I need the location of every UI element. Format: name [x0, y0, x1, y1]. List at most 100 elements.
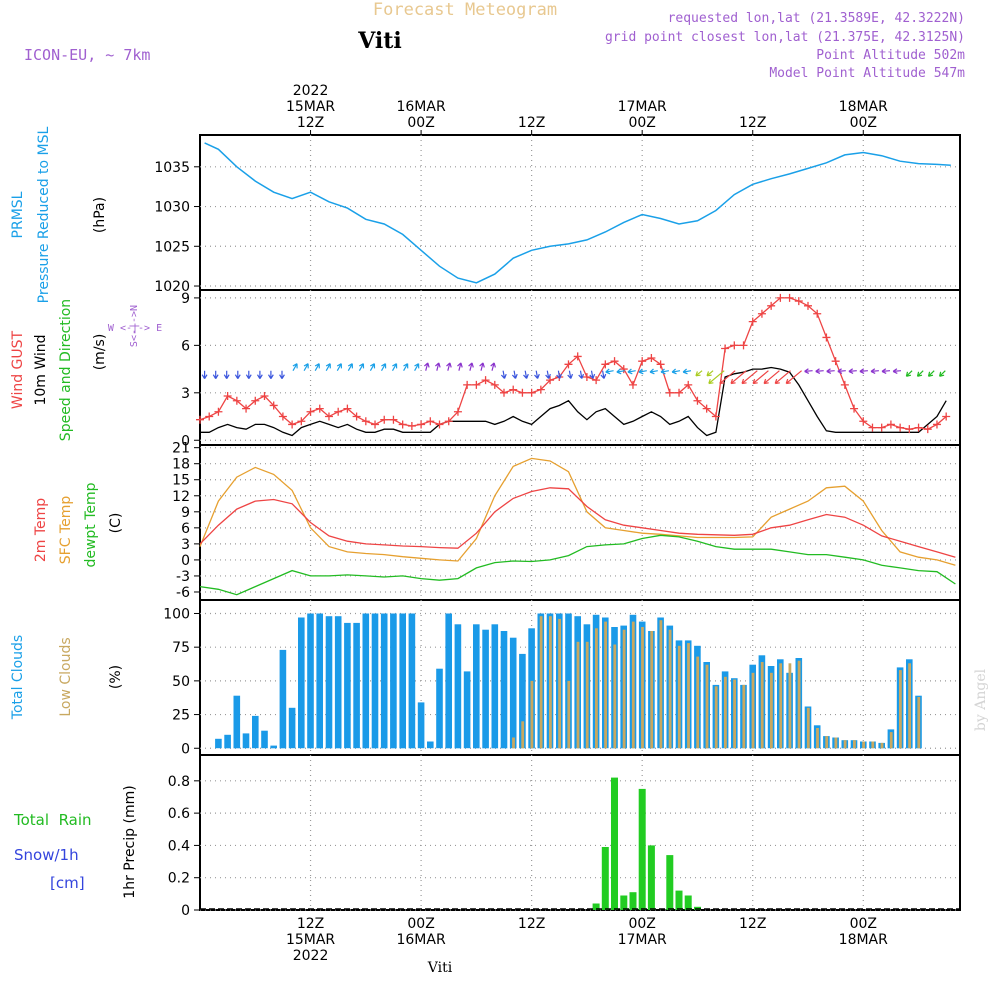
wind-arrow [589, 370, 596, 379]
low-cloud-bar [825, 736, 829, 749]
total-cloud-bar [436, 668, 443, 749]
gust-marker [481, 376, 490, 385]
rain-bar [620, 895, 628, 910]
point-altitude: Point Altitude 502m [816, 48, 965, 63]
y-tick-label: 0 [181, 433, 190, 449]
total-cloud-bar [279, 649, 287, 749]
cloud-labels: Total Clouds Low Clouds (%) [10, 635, 124, 720]
panel-frames [199, 134, 961, 911]
low-cloud-bar [595, 628, 598, 749]
gust-marker [813, 309, 822, 318]
wind-labels: Wind GUST 10m Wind Speed and Direction (… [10, 299, 162, 441]
gust-marker [886, 420, 895, 429]
rain-bar [638, 788, 646, 910]
rain-label: Total Rain [13, 811, 92, 829]
low-cloud-bar [576, 641, 580, 749]
wind-arrow [927, 370, 935, 377]
y-tick-label: 21 [172, 441, 190, 457]
gust-marker [297, 417, 306, 426]
rain-bar [684, 895, 692, 910]
y-tick-label: 3 [181, 386, 190, 402]
total-cloud-bar [288, 707, 296, 749]
low-cloud-bar [512, 737, 515, 749]
gust-marker [242, 404, 251, 413]
wind-arrow [325, 363, 331, 371]
wind-arrow [660, 368, 670, 375]
chart-title: Forecast Meteogram [373, 0, 557, 20]
low-cloud-bar [834, 737, 838, 749]
gust-marker [767, 301, 776, 310]
wind-arrow [826, 368, 835, 374]
wind-arrow [763, 370, 780, 385]
panel-frame [199, 444, 961, 601]
gust-marker [251, 396, 260, 405]
gust-marker [536, 385, 545, 394]
gust-marker [407, 422, 416, 431]
wind-arrow [423, 362, 430, 371]
gust-marker [453, 407, 462, 416]
gust-marker [546, 376, 555, 385]
gust-marker [923, 425, 932, 434]
gust-marker [711, 412, 720, 421]
low-cloud-bar [779, 663, 783, 749]
t2m-label: 2m Temp [33, 498, 49, 562]
gust-marker [472, 380, 481, 389]
wind-arrow [881, 368, 891, 374]
time-label-bottom: 12Z [297, 916, 324, 932]
total-cloud-bar [344, 622, 351, 749]
wind-arrow [837, 368, 846, 374]
y-tick-label: 6 [181, 521, 190, 537]
gust-marker [380, 415, 389, 424]
gust-marker [831, 357, 840, 366]
time-label-top: 00Z [628, 115, 655, 131]
wind-arrow [916, 370, 924, 377]
gust-marker [527, 388, 536, 397]
gust-marker [638, 357, 647, 366]
y-tick-label: 1035 [154, 160, 190, 176]
low-cloud-bar [871, 741, 875, 749]
pressure-label-1: PRMSL [10, 191, 26, 238]
gust-marker [942, 412, 951, 421]
total-cloud-bar [242, 733, 250, 749]
wind-arrow [815, 368, 824, 374]
wind-arrow [414, 363, 420, 371]
watermark: by Angel [973, 668, 989, 731]
gust-marker [693, 396, 702, 405]
low-cloud-bar [650, 631, 654, 749]
footer-station: Viti [427, 960, 453, 976]
wind-arrow [490, 362, 496, 371]
low-cloud-bar [659, 620, 663, 749]
compass-we: W <-|-> E [108, 323, 162, 334]
wind10-label: 10m Wind [33, 334, 49, 405]
gust-marker [260, 391, 269, 400]
wind-arrow [457, 362, 463, 371]
time-label-top: 12Z [739, 115, 766, 131]
wind-arrow [578, 370, 585, 379]
total-cloud-bar [334, 616, 342, 749]
wind-arrow [616, 368, 625, 375]
wind-arrow [785, 370, 802, 385]
low-cloud-bar [641, 627, 644, 749]
y-tick-label: 0 [181, 741, 190, 757]
time-label-top: 12Z [297, 115, 324, 131]
wind-arrow [403, 363, 409, 371]
cloud-bars [215, 613, 922, 749]
time-label-bottom: 2022 [293, 948, 329, 964]
low-cloud-bar [705, 664, 709, 749]
gust-marker [905, 425, 914, 434]
low-cloud-bar [770, 672, 773, 749]
y-tick-labels: 10201025103010350369-6-30369121518210255… [154, 160, 190, 919]
gust-marker [324, 412, 333, 421]
gust-marker [278, 412, 287, 421]
sfc-label: SFC Temp [58, 496, 74, 565]
y-tick-label: 100 [163, 606, 190, 622]
dewpt-label: dewpt Temp [83, 482, 99, 567]
time-label-top: 2022 [293, 83, 329, 99]
rain-bars [200, 777, 960, 910]
model-name: ICON-EU, ~ 7km [24, 46, 150, 64]
model-altitude: Model Point Altitude 547m [769, 66, 965, 81]
gust-marker [269, 401, 278, 410]
time-label-bottom: 00Z [407, 916, 434, 932]
low-cloud-bar [751, 672, 755, 749]
